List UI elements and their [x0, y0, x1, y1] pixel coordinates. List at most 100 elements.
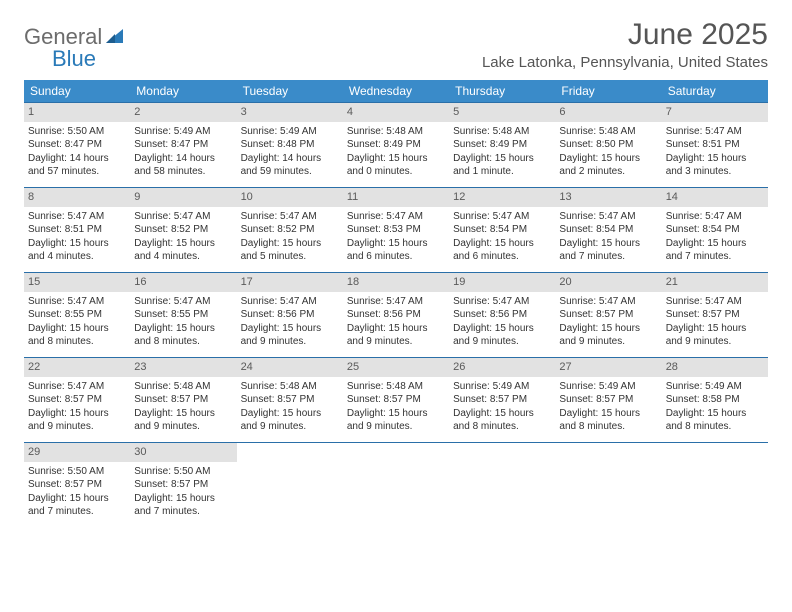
sunrise-line: Sunrise: 5:48 AM [453, 125, 551, 139]
sunset-line: Sunset: 8:51 PM [666, 138, 764, 152]
sunset-line: Sunset: 8:56 PM [347, 308, 445, 322]
daylight-line: Daylight: 15 hours and 8 minutes. [453, 407, 551, 434]
daylight-line: Daylight: 15 hours and 7 minutes. [559, 237, 657, 264]
daylight-line: Daylight: 15 hours and 8 minutes. [28, 322, 126, 349]
daylight-line: Daylight: 15 hours and 9 minutes. [28, 407, 126, 434]
day-number: 7 [662, 103, 768, 122]
day-header: Sunday [24, 80, 130, 102]
sunrise-line: Sunrise: 5:49 AM [559, 380, 657, 394]
sunrise-line: Sunrise: 5:47 AM [28, 210, 126, 224]
day-cell: 10Sunrise: 5:47 AMSunset: 8:52 PMDayligh… [237, 188, 343, 272]
sunset-line: Sunset: 8:57 PM [134, 478, 232, 492]
daylight-line: Daylight: 15 hours and 2 minutes. [559, 152, 657, 179]
sunrise-line: Sunrise: 5:48 AM [347, 380, 445, 394]
sunset-line: Sunset: 8:57 PM [666, 308, 764, 322]
daylight-line: Daylight: 15 hours and 9 minutes. [666, 322, 764, 349]
day-cell: 27Sunrise: 5:49 AMSunset: 8:57 PMDayligh… [555, 358, 661, 442]
week-row: 15Sunrise: 5:47 AMSunset: 8:55 PMDayligh… [24, 272, 768, 357]
day-number: 22 [24, 358, 130, 377]
day-cell-empty [662, 443, 768, 527]
day-number: 10 [237, 188, 343, 207]
sunset-line: Sunset: 8:50 PM [559, 138, 657, 152]
sunset-line: Sunset: 8:57 PM [559, 308, 657, 322]
daylight-line: Daylight: 15 hours and 7 minutes. [134, 492, 232, 519]
day-number: 1 [24, 103, 130, 122]
sunrise-line: Sunrise: 5:50 AM [28, 125, 126, 139]
week-row: 1 Sunrise: 5:50 AM Sunset: 8:47 PM Daylight… [24, 102, 768, 187]
day-cell: 19Sunrise: 5:47 AMSunset: 8:56 PMDayligh… [449, 273, 555, 357]
sunset-line: Sunset: 8:55 PM [28, 308, 126, 322]
logo-sail-icon [105, 24, 125, 50]
day-number: 14 [662, 188, 768, 207]
sunset-line: Sunset: 8:54 PM [559, 223, 657, 237]
daylight-line: Daylight: 15 hours and 5 minutes. [241, 237, 339, 264]
sunrise-line: Sunrise: 5:48 AM [559, 125, 657, 139]
day-cell: 12Sunrise: 5:47 AMSunset: 8:54 PMDayligh… [449, 188, 555, 272]
sunset-line: Sunset: 8:57 PM [28, 478, 126, 492]
day-number: 13 [555, 188, 661, 207]
sunrise-line: Sunrise: 5:48 AM [241, 380, 339, 394]
day-cell-empty [449, 443, 555, 527]
sunset-line: Sunset: 8:57 PM [347, 393, 445, 407]
daylight-line: Daylight: 15 hours and 9 minutes. [559, 322, 657, 349]
sunset-line: Sunset: 8:53 PM [347, 223, 445, 237]
day-cell-empty [555, 443, 661, 527]
sunrise-line: Sunrise: 5:49 AM [241, 125, 339, 139]
day-cell: 18Sunrise: 5:47 AMSunset: 8:56 PMDayligh… [343, 273, 449, 357]
daylight-line: Daylight: 15 hours and 0 minutes. [347, 152, 445, 179]
day-cell: 6Sunrise: 5:48 AMSunset: 8:50 PMDaylight… [555, 103, 661, 187]
sunrise-line: Sunrise: 5:47 AM [453, 295, 551, 309]
header: GeneralBlue June 2025 Lake Latonka, Penn… [24, 18, 768, 72]
daylight-line: Daylight: 15 hours and 8 minutes. [666, 407, 764, 434]
sunset-line: Sunset: 8:51 PM [28, 223, 126, 237]
daylight-line: Daylight: 15 hours and 8 minutes. [559, 407, 657, 434]
day-cell: 14Sunrise: 5:47 AMSunset: 8:54 PMDayligh… [662, 188, 768, 272]
sunset-line: Sunset: 8:56 PM [241, 308, 339, 322]
location-text: Lake Latonka, Pennsylvania, United State… [482, 54, 768, 71]
day-header: Saturday [662, 80, 768, 102]
day-number: 16 [130, 273, 236, 292]
sunrise-line: Sunrise: 5:47 AM [134, 210, 232, 224]
day-number: 28 [662, 358, 768, 377]
daylight-line: Daylight: 15 hours and 9 minutes. [347, 322, 445, 349]
sunrise-line: Sunrise: 5:50 AM [28, 465, 126, 479]
sunset-line: Sunset: 8:56 PM [453, 308, 551, 322]
page: GeneralBlue June 2025 Lake Latonka, Penn… [0, 0, 792, 545]
week-row: 22Sunrise: 5:47 AMSunset: 8:57 PMDayligh… [24, 357, 768, 442]
day-number: 25 [343, 358, 449, 377]
sunset-line: Sunset: 8:57 PM [134, 393, 232, 407]
day-cell: 2Sunrise: 5:49 AMSunset: 8:47 PMDaylight… [130, 103, 236, 187]
day-number: 17 [237, 273, 343, 292]
month-title: June 2025 [482, 18, 768, 52]
day-cell: 17Sunrise: 5:47 AMSunset: 8:56 PMDayligh… [237, 273, 343, 357]
sunset-line: Sunset: 8:52 PM [134, 223, 232, 237]
day-cell: 4Sunrise: 5:48 AMSunset: 8:49 PMDaylight… [343, 103, 449, 187]
day-header: Friday [555, 80, 661, 102]
day-number: 27 [555, 358, 661, 377]
day-number: 18 [343, 273, 449, 292]
day-number: 11 [343, 188, 449, 207]
sunset-line: Sunset: 8:54 PM [453, 223, 551, 237]
day-cell: 20Sunrise: 5:47 AMSunset: 8:57 PMDayligh… [555, 273, 661, 357]
sunset-line: Sunset: 8:52 PM [241, 223, 339, 237]
day-number: 4 [343, 103, 449, 122]
sunset-line: Sunset: 8:47 PM [134, 138, 232, 152]
weeks-container: 1 Sunrise: 5:50 AM Sunset: 8:47 PM Daylight… [24, 102, 768, 527]
sunset-line: Sunset: 8:54 PM [666, 223, 764, 237]
sunrise-line: Sunrise: 5:47 AM [666, 295, 764, 309]
day-number: 21 [662, 273, 768, 292]
day-cell-empty [343, 443, 449, 527]
day-number: 2 [130, 103, 236, 122]
day-number: 9 [130, 188, 236, 207]
day-number: 29 [24, 443, 130, 462]
day-number: 15 [24, 273, 130, 292]
day-cell: 21 Sunrise: 5:47 AMSunset: 8:57 PMDayligh… [662, 273, 768, 357]
day-header-row: SundayMondayTuesdayWednesdayThursdayFrid… [24, 80, 768, 102]
daylight-line: Daylight: 15 hours and 9 minutes. [453, 322, 551, 349]
day-cell: 25Sunrise: 5:48 AMSunset: 8:57 PMDayligh… [343, 358, 449, 442]
daylight-line: Daylight: 14 hours and 57 minutes. [28, 152, 126, 179]
day-number: 3 [237, 103, 343, 122]
sunset-line: Sunset: 8:57 PM [28, 393, 126, 407]
day-cell: 24Sunrise: 5:48 AMSunset: 8:57 PMDayligh… [237, 358, 343, 442]
sunrise-line: Sunrise: 5:49 AM [134, 125, 232, 139]
